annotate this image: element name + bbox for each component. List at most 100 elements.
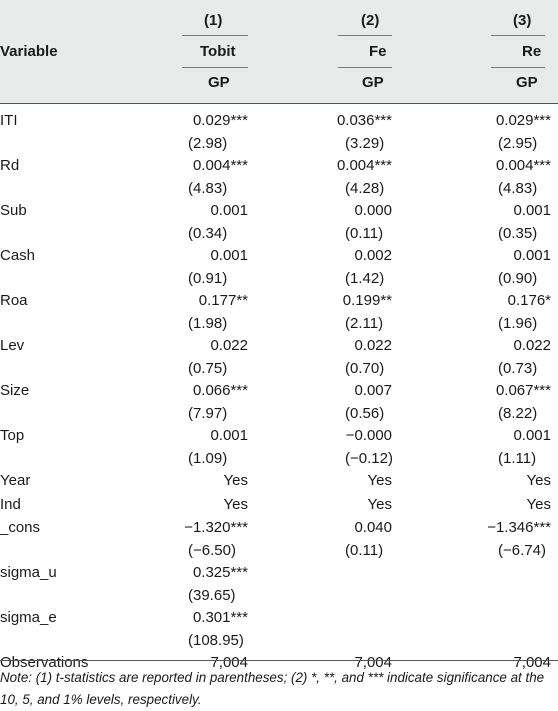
header-dependent-3: GP bbox=[516, 74, 538, 91]
row-label: Roa bbox=[0, 292, 28, 309]
coef-cell-col3: 7,004 bbox=[513, 654, 551, 671]
row-label: Cash bbox=[0, 247, 36, 264]
t-stat-cell-col3: (1.96) bbox=[498, 315, 538, 332]
coef-cell-col3: 0.001 bbox=[513, 202, 551, 219]
coef-cell-col2: 0.002 bbox=[354, 247, 392, 264]
row-label: sigma_e bbox=[0, 609, 57, 626]
t-stat-cell-col1: (0.91) bbox=[188, 270, 228, 287]
coef-cell-col3: 0.022 bbox=[513, 337, 551, 354]
coef-cell-col2: 0.036*** bbox=[336, 112, 392, 129]
row-label: ITI bbox=[0, 112, 18, 129]
t-stat-cell-col2: (2.11) bbox=[345, 315, 384, 332]
t-stat-cell-col3: (1.11) bbox=[498, 450, 537, 467]
t-stat-cell-col2: (4.28) bbox=[345, 180, 385, 197]
header-model-3: Re bbox=[522, 43, 542, 60]
t-stat-cell-col2: (0.56) bbox=[345, 405, 385, 422]
coef-cell-col1: 0.001 bbox=[210, 427, 248, 444]
coef-cell-col3: Yes bbox=[526, 472, 551, 489]
row-label: Ind bbox=[0, 495, 21, 513]
t-stat-cell-col3: (2.95) bbox=[498, 135, 538, 152]
coef-cell-col1: 0.066*** bbox=[192, 382, 248, 399]
coef-cell-col2: 7,004 bbox=[354, 654, 392, 671]
coef-cell-col2: Yes bbox=[367, 495, 392, 513]
row-label: Size bbox=[0, 382, 30, 399]
header-rule-6 bbox=[491, 67, 545, 68]
row-label: _cons bbox=[0, 519, 41, 536]
header-col-number-3: (3) bbox=[513, 12, 532, 29]
t-stat-cell-col2: (0.11) bbox=[345, 542, 384, 559]
header-rule-1 bbox=[182, 35, 248, 36]
table-bottom-rule bbox=[0, 660, 558, 661]
coef-cell-col2: 0.040 bbox=[354, 519, 392, 536]
t-stat-cell-col2: (1.42) bbox=[345, 270, 385, 287]
t-stat-cell-col3: (8.22) bbox=[498, 405, 538, 422]
coef-cell-col2: −0.000 bbox=[345, 427, 392, 444]
coef-cell-col2: 0.199** bbox=[342, 292, 392, 309]
coef-cell-col3: 0.001 bbox=[513, 247, 551, 264]
t-stat-cell-col1: (1.09) bbox=[188, 450, 228, 467]
row-label: Year bbox=[0, 472, 31, 489]
coef-cell-col2: 0.004*** bbox=[336, 157, 392, 174]
coef-cell-col1: 0.177** bbox=[198, 292, 248, 309]
t-stat-cell-col1: (7.97) bbox=[188, 405, 228, 422]
t-stat-cell-col3: (4.83) bbox=[498, 180, 538, 197]
coef-cell-col1: 0.001 bbox=[210, 202, 248, 219]
header-dependent-1: GP bbox=[208, 74, 230, 91]
coef-cell-col2: 0.007 bbox=[354, 382, 392, 399]
coef-cell-col2: 0.022 bbox=[354, 337, 392, 354]
header-col-number-2: (2) bbox=[361, 12, 380, 29]
t-stat-cell-col2: (−0.12) bbox=[345, 450, 393, 467]
t-stat-cell-col2: (0.70) bbox=[345, 360, 385, 377]
header-variable-label: Variable bbox=[0, 43, 58, 60]
coef-cell-col1: 0.325*** bbox=[192, 564, 248, 581]
coef-cell-col1: 0.301*** bbox=[192, 609, 248, 626]
coef-cell-col3: 0.067*** bbox=[495, 382, 551, 399]
coef-cell-col2: Yes bbox=[367, 472, 392, 489]
row-label: sigma_u bbox=[0, 564, 57, 581]
header-model-2: Fe bbox=[369, 43, 387, 60]
coef-cell-col2: 0.000 bbox=[354, 202, 392, 219]
row-label: Lev bbox=[0, 337, 25, 354]
header-col-number-1: (1) bbox=[204, 12, 223, 29]
table-header-band bbox=[0, 0, 558, 103]
t-stat-cell-col3: (0.73) bbox=[498, 360, 538, 377]
coef-cell-col1: 0.004*** bbox=[192, 157, 248, 174]
header-bottom-rule bbox=[0, 103, 558, 104]
header-dependent-2: GP bbox=[362, 74, 384, 91]
coef-cell-col3: Yes bbox=[526, 495, 551, 513]
row-label: Rd bbox=[0, 157, 20, 174]
row-label: Top bbox=[0, 427, 25, 444]
coef-cell-col1: 0.001 bbox=[210, 247, 248, 264]
header-rule-5 bbox=[338, 67, 392, 68]
coef-cell-col1: Yes bbox=[223, 495, 248, 513]
t-stat-cell-col2: (0.11) bbox=[345, 225, 384, 242]
t-stat-cell-col1: (4.83) bbox=[188, 180, 228, 197]
t-stat-cell-col1: (39.65) bbox=[188, 587, 236, 604]
coef-cell-col3: 0.176* bbox=[507, 292, 551, 309]
coef-cell-col1: Yes bbox=[223, 472, 248, 489]
coef-cell-col3: 0.004*** bbox=[495, 157, 551, 174]
coef-cell-col3: −1.346*** bbox=[487, 519, 551, 536]
t-stat-cell-col3: (0.35) bbox=[498, 225, 538, 242]
coef-cell-col1: −1.320*** bbox=[184, 519, 248, 536]
t-stat-cell-col2: (3.29) bbox=[345, 135, 385, 152]
coef-cell-col3: 0.001 bbox=[513, 427, 551, 444]
header-rule-2 bbox=[338, 35, 392, 36]
t-stat-cell-col1: (1.98) bbox=[188, 315, 228, 332]
coef-cell-col3: 0.029*** bbox=[495, 112, 551, 129]
header-model-1: Tobit bbox=[200, 43, 236, 60]
table-note: Note: (1) t-statistics are reported in p… bbox=[0, 670, 545, 707]
coef-cell-col1: 0.022 bbox=[210, 337, 248, 354]
t-stat-cell-col3: (−6.74) bbox=[498, 542, 546, 559]
coef-cell-col1: 0.029*** bbox=[192, 112, 248, 129]
t-stat-cell-col1: (108.95) bbox=[188, 632, 244, 649]
t-stat-cell-col1: (0.34) bbox=[188, 225, 228, 242]
t-stat-cell-col1: (0.75) bbox=[188, 360, 228, 377]
row-label: Observations bbox=[0, 654, 89, 671]
header-rule-4 bbox=[182, 67, 248, 68]
t-stat-cell-col1: (−6.50) bbox=[188, 542, 236, 559]
header-rule-3 bbox=[491, 35, 545, 36]
t-stat-cell-col1: (2.98) bbox=[188, 135, 228, 152]
coef-cell-col1: 7,004 bbox=[210, 654, 248, 671]
t-stat-cell-col3: (0.90) bbox=[498, 270, 538, 287]
